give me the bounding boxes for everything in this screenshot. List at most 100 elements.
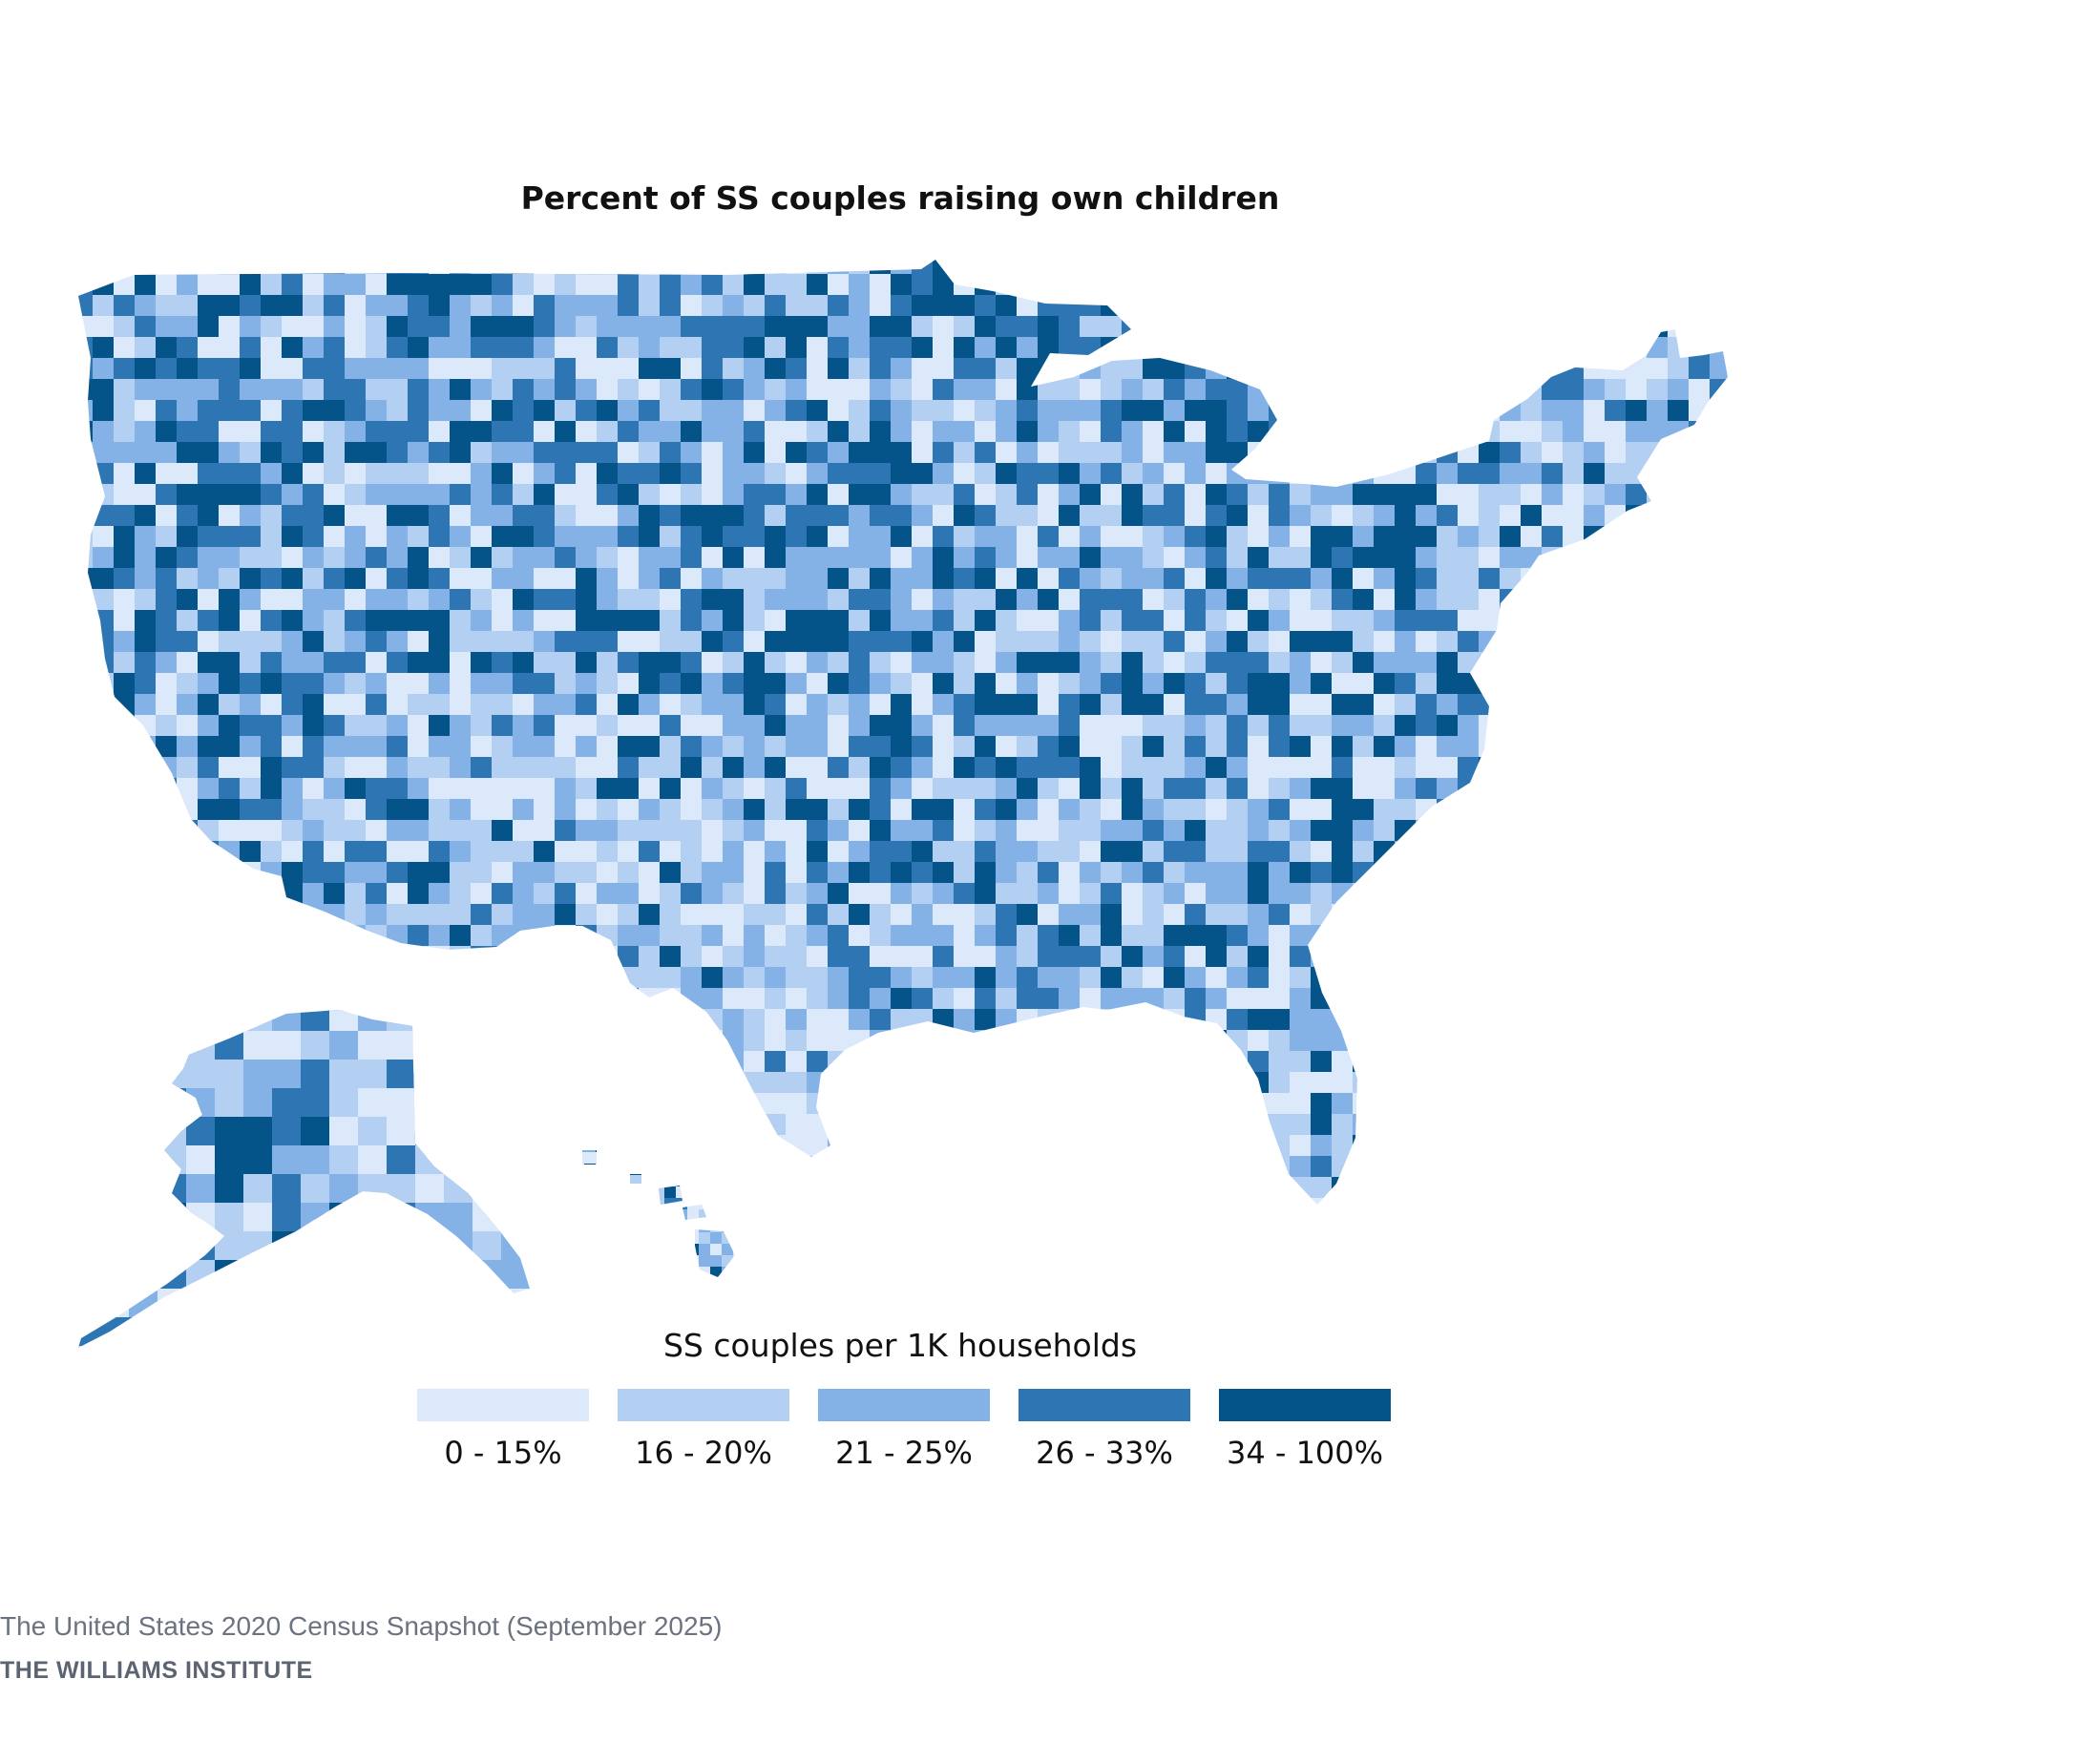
county-tile — [639, 925, 661, 947]
county-tile — [1248, 421, 1270, 443]
county-tile — [1458, 1198, 1480, 1220]
county-tile — [641, 1221, 654, 1233]
county-tile — [1689, 337, 1711, 359]
county-tile — [954, 568, 976, 590]
county-tile — [198, 883, 220, 905]
county-tile — [135, 1009, 157, 1031]
county-tile — [1080, 820, 1102, 842]
county-tile — [1311, 841, 1333, 863]
county-tile — [450, 316, 472, 338]
county-tile — [576, 1051, 598, 1073]
county-tile — [639, 1030, 661, 1052]
county-tile — [100, 1031, 130, 1060]
legend-swatch — [1219, 1389, 1391, 1421]
county-tile — [1311, 1156, 1333, 1178]
county-tile — [1038, 463, 1060, 485]
county-tile — [702, 736, 724, 758]
county-tile — [723, 260, 745, 275]
county-tile — [1731, 1093, 1753, 1115]
county-tile — [492, 715, 514, 737]
county-tile — [429, 547, 451, 569]
county-tile — [744, 988, 766, 1010]
county-tile — [492, 400, 514, 422]
county-tile — [584, 1186, 597, 1199]
county-tile — [1332, 820, 1354, 842]
county-tile — [1542, 358, 1564, 380]
county-tile — [1500, 1072, 1522, 1094]
county-tile — [324, 295, 346, 317]
county-tile — [156, 589, 178, 611]
county-tile — [1458, 799, 1480, 821]
county-tile — [78, 295, 94, 317]
county-tile — [1668, 1009, 1690, 1031]
county-tile — [198, 260, 220, 275]
county-tile — [324, 778, 346, 800]
county-tile — [1122, 736, 1144, 758]
county-tile — [534, 799, 556, 821]
county-tile — [954, 526, 976, 548]
county-tile — [1353, 1156, 1375, 1178]
county-tile — [1227, 1072, 1249, 1094]
county-tile — [1101, 673, 1123, 695]
county-tile — [78, 946, 94, 968]
county-tile — [429, 484, 451, 506]
county-tile — [78, 1135, 94, 1157]
county-tile — [429, 883, 451, 905]
county-tile — [584, 1278, 597, 1291]
county-tile — [534, 967, 556, 989]
county-tile — [1290, 400, 1312, 422]
county-tile — [1101, 715, 1123, 737]
county-tile — [1689, 673, 1711, 695]
county-tile — [1563, 694, 1585, 716]
county-tile — [1605, 799, 1627, 821]
county-tile — [639, 316, 661, 338]
county-tile — [1122, 694, 1144, 716]
county-tile — [555, 925, 577, 947]
county-tile — [471, 421, 493, 443]
county-tile — [786, 883, 808, 905]
county-tile — [975, 274, 997, 296]
county-tile — [1059, 820, 1081, 842]
county-tile — [1500, 526, 1522, 548]
county-tile — [1185, 421, 1207, 443]
county-tile — [1185, 820, 1207, 842]
county-tile — [765, 757, 787, 779]
county-tile — [1206, 1072, 1228, 1094]
county-tile — [472, 1289, 502, 1318]
county-tile — [1416, 841, 1438, 863]
county-tile — [975, 652, 997, 674]
county-tile — [444, 1117, 473, 1146]
county-tile — [1038, 673, 1060, 695]
county-tile — [1521, 337, 1543, 359]
county-tile — [1563, 589, 1585, 611]
county-tile — [1521, 1051, 1543, 1073]
county-tile — [1626, 883, 1648, 905]
county-tile — [78, 337, 94, 359]
county-tile — [807, 652, 829, 674]
county-tile — [891, 1177, 913, 1199]
county-tile — [975, 547, 997, 569]
county-tile — [1563, 1114, 1585, 1136]
county-tile — [1374, 946, 1396, 968]
county-tile — [450, 400, 472, 422]
county-tile — [530, 1174, 559, 1204]
county-tile — [450, 589, 472, 611]
county-tile — [765, 421, 787, 443]
county-tile — [576, 505, 598, 527]
county-tile — [1731, 778, 1753, 800]
county-tile — [261, 358, 283, 380]
county-tile — [303, 337, 325, 359]
county-tile — [1269, 568, 1291, 590]
county-tile — [630, 1209, 642, 1222]
county-tile — [408, 589, 430, 611]
county-tile — [996, 1030, 1018, 1052]
county-tile — [1059, 295, 1081, 317]
county-tile — [1248, 295, 1270, 317]
county-tile — [639, 946, 661, 968]
county-tile — [1143, 463, 1165, 485]
county-tile — [215, 1031, 244, 1060]
county-tile — [584, 1255, 597, 1268]
county-tile — [158, 1203, 187, 1232]
legend-item: 34 - 100% — [1219, 1389, 1391, 1471]
county-tile — [912, 1114, 934, 1136]
